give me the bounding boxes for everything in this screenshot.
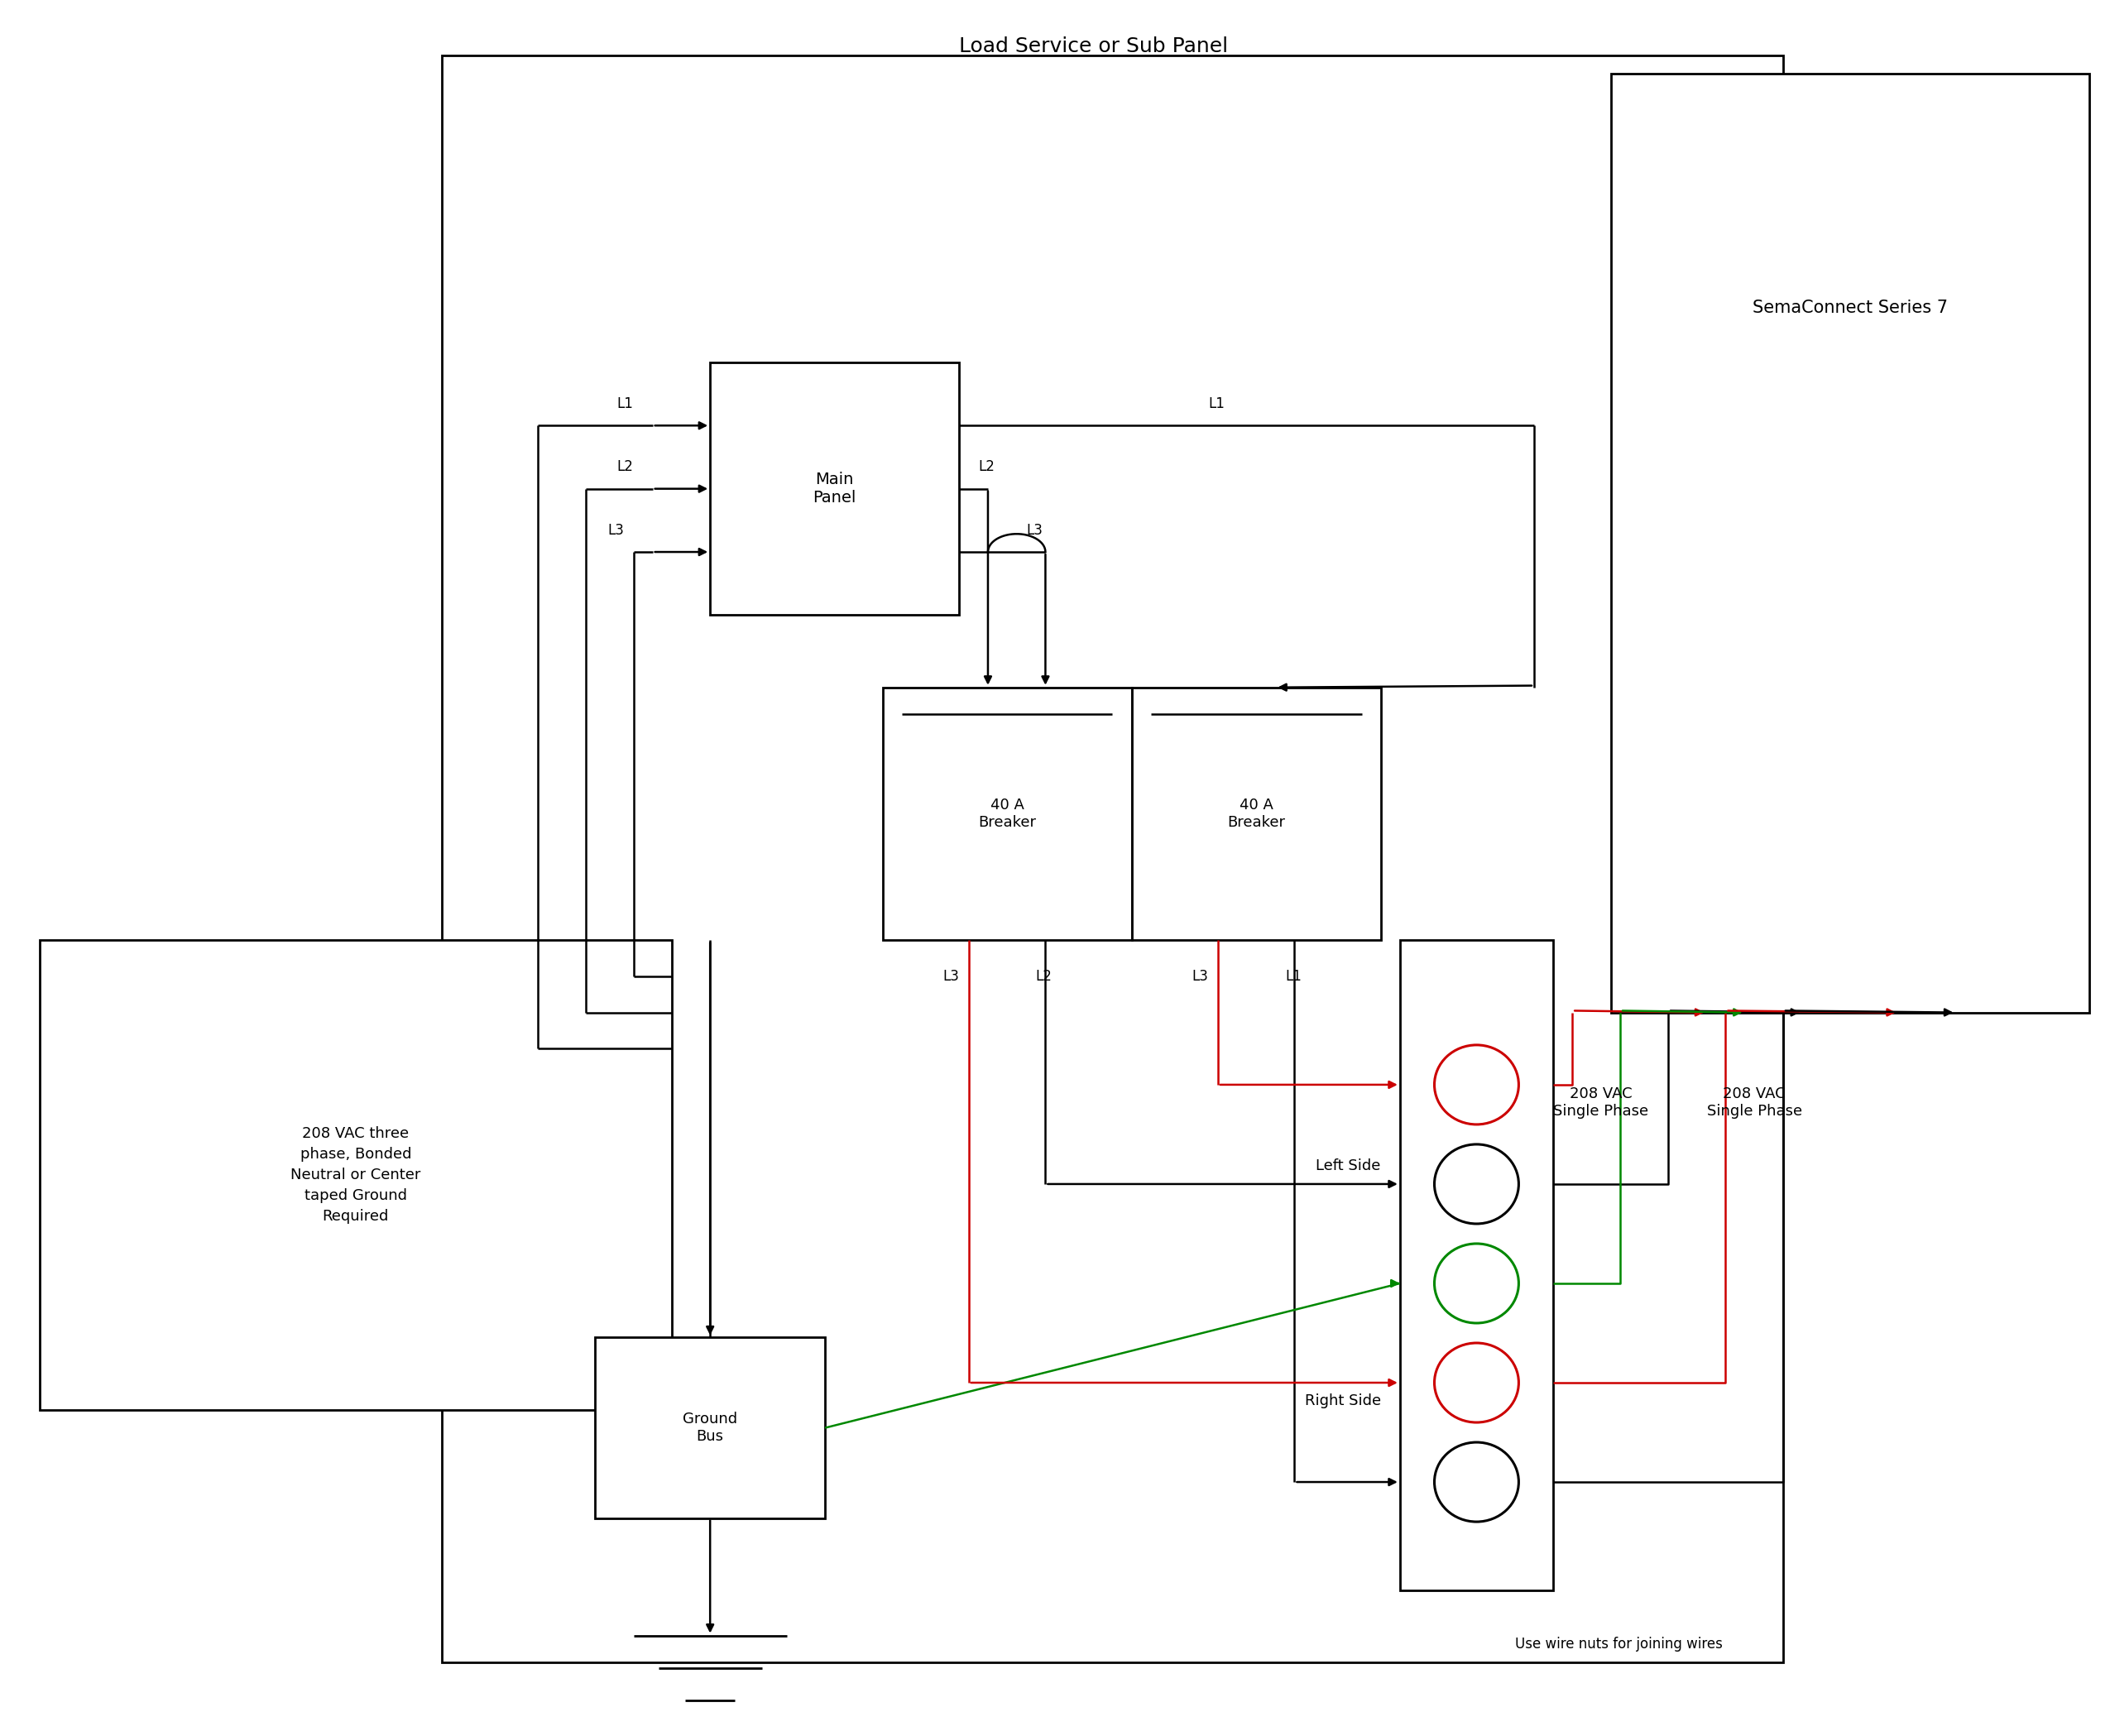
Text: L3: L3: [1025, 523, 1042, 538]
Text: Load Service or Sub Panel: Load Service or Sub Panel: [958, 36, 1228, 56]
Text: 208 VAC three
phase, Bonded
Neutral or Center
taped Ground
Required: 208 VAC three phase, Bonded Neutral or C…: [291, 1127, 420, 1224]
Text: 208 VAC
Single Phase: 208 VAC Single Phase: [1553, 1087, 1648, 1118]
Bar: [40, 941, 671, 1410]
Bar: [1131, 687, 1380, 941]
Text: L2: L2: [1036, 969, 1053, 984]
Text: L1: L1: [1285, 969, 1302, 984]
Text: L1: L1: [1209, 396, 1224, 411]
Text: L3: L3: [1192, 969, 1209, 984]
Text: L2: L2: [616, 460, 633, 474]
Text: Left Side: Left Side: [1317, 1158, 1380, 1174]
Text: 208 VAC
Single Phase: 208 VAC Single Phase: [1707, 1087, 1802, 1118]
Bar: [595, 1337, 825, 1519]
Text: L1: L1: [616, 396, 633, 411]
Text: L2: L2: [979, 460, 994, 474]
Text: Ground
Bus: Ground Bus: [684, 1411, 738, 1444]
Text: 40 A
Breaker: 40 A Breaker: [1228, 799, 1285, 830]
Text: Use wire nuts for joining wires: Use wire nuts for joining wires: [1515, 1637, 1722, 1653]
Text: L3: L3: [608, 523, 625, 538]
Text: L3: L3: [943, 969, 960, 984]
Text: 40 A
Breaker: 40 A Breaker: [979, 799, 1036, 830]
Text: SemaConnect Series 7: SemaConnect Series 7: [1753, 300, 1948, 316]
Text: Right Side: Right Side: [1304, 1394, 1380, 1408]
Text: Main
Panel: Main Panel: [812, 472, 857, 505]
Bar: [1399, 941, 1553, 1590]
Bar: [882, 687, 1131, 941]
Bar: [441, 56, 1783, 1663]
Bar: [1610, 73, 2089, 1012]
Bar: [711, 363, 960, 615]
